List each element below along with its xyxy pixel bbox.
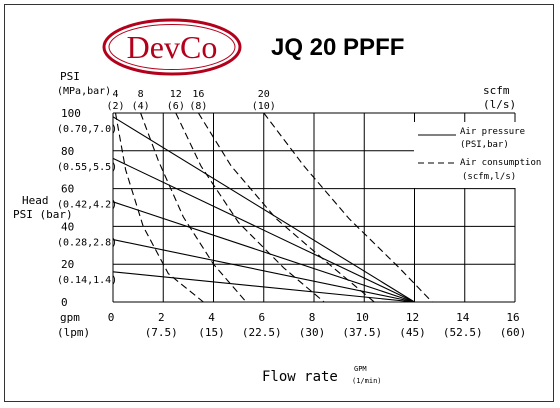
logo-text: DevCo bbox=[127, 29, 218, 65]
bottom-axis-unit-sub: (lpm) bbox=[57, 326, 90, 339]
top-tick-sublabel: (6) bbox=[167, 101, 185, 112]
x-tick-sublabel: (52.5) bbox=[443, 326, 483, 339]
head-unit-label: PSI (bar) bbox=[13, 208, 73, 221]
y-tick-sublabel: (0.42,4.2) bbox=[57, 200, 117, 211]
top-tick-sublabel: (2) bbox=[106, 101, 124, 112]
x-tick-label: 12 bbox=[406, 311, 419, 324]
y-tick-label: 20 bbox=[61, 258, 74, 271]
x-tick-label: 10 bbox=[356, 311, 369, 324]
left-axis-title: PSI bbox=[60, 70, 80, 83]
y-tick-label: 0 bbox=[61, 296, 68, 309]
y-tick-label: 60 bbox=[61, 183, 74, 196]
curves bbox=[112, 112, 433, 303]
y-tick-label: 40 bbox=[61, 220, 74, 233]
legend: Air pressure (PSI,bar) Air consumption (… bbox=[414, 122, 542, 188]
air-consumption-curve-9 bbox=[197, 112, 375, 303]
head-label: Head bbox=[22, 194, 49, 207]
chart-frame bbox=[4, 4, 554, 402]
top-tick-sublabel: (10) bbox=[252, 101, 276, 112]
y-tick-sublabel: (0.55,5.5) bbox=[57, 162, 117, 173]
x-tick-label: 4 bbox=[208, 311, 215, 324]
x-axis-title: Flow rate bbox=[262, 369, 338, 385]
x-tick-sublabel: (7.5) bbox=[145, 326, 178, 339]
air-pressure-curve-4 bbox=[112, 239, 415, 303]
logo-inner-ring bbox=[108, 24, 236, 70]
top-tick-label: 20 bbox=[258, 89, 270, 100]
y-tick-sublabel: (0.70,7.0) bbox=[57, 124, 117, 135]
devco-logo: DevCo bbox=[102, 18, 242, 76]
air-consumption-curve-7 bbox=[140, 112, 247, 303]
air-consumption-curve-8 bbox=[175, 112, 325, 303]
x-tick-sublabel: (22.5) bbox=[242, 326, 282, 339]
air-pressure-curve-2 bbox=[112, 157, 415, 303]
model-title: JQ 20 PPFF bbox=[271, 34, 404, 61]
left-axis-subtitle: (MPa,bar) bbox=[57, 86, 111, 97]
y-tick-label: 100 bbox=[61, 107, 81, 120]
y-tick-sublabel: (0.28,2.8) bbox=[57, 237, 117, 248]
top-tick-label: 4 bbox=[112, 89, 118, 100]
logo-ring bbox=[102, 18, 242, 76]
x-tick-sublabel: (60) bbox=[500, 326, 527, 339]
air-consumption-curve-6 bbox=[114, 112, 204, 303]
x-tick-label: 14 bbox=[456, 311, 470, 324]
bottom-axis-unit: gpm bbox=[60, 311, 80, 324]
x-tick-label: 8 bbox=[309, 311, 316, 324]
x-tick-sublabel: (15) bbox=[198, 326, 225, 339]
air-pressure-curve-3 bbox=[112, 201, 415, 303]
y-tick-sublabel: (0.14,1.4) bbox=[57, 275, 117, 286]
x-tick-label: 6 bbox=[258, 311, 265, 324]
top-tick-label: 8 bbox=[138, 89, 144, 100]
air-pressure-curve-5 bbox=[112, 271, 415, 303]
legend-air-pressure-unit: (PSI,bar) bbox=[460, 140, 509, 150]
air-consumption-curve-10 bbox=[263, 112, 433, 303]
x-tick-label: 16 bbox=[506, 311, 519, 324]
legend-background bbox=[414, 122, 542, 188]
legend-air-pressure-label: Air pressure bbox=[460, 127, 525, 137]
x-tick-label: 0 bbox=[108, 311, 115, 324]
tick-labels: 100(0.70,7.0)80(0.55,5.5)60(0.42,4.2)40(… bbox=[57, 89, 526, 339]
y-tick-label: 80 bbox=[61, 145, 74, 158]
top-axis-subtitle: (l/s) bbox=[483, 98, 516, 111]
top-axis-title: scfm bbox=[483, 84, 510, 97]
x-tick-sublabel: (30) bbox=[299, 326, 326, 339]
legend-air-consumption-unit: (scfm,l/s) bbox=[462, 172, 516, 182]
top-tick-label: 16 bbox=[192, 89, 204, 100]
x-axis-title-unit: GPM bbox=[354, 365, 367, 373]
top-tick-sublabel: (8) bbox=[189, 101, 207, 112]
x-axis-title-unit-sub: (1/min) bbox=[352, 377, 382, 385]
top-tick-label: 12 bbox=[170, 89, 182, 100]
legend-air-consumption-label: Air consumption bbox=[460, 158, 541, 168]
x-tick-sublabel: (37.5) bbox=[342, 326, 382, 339]
x-tick-sublabel: (45) bbox=[399, 326, 426, 339]
top-tick-sublabel: (4) bbox=[132, 101, 150, 112]
air-pressure-curve-1 bbox=[112, 116, 415, 303]
x-tick-label: 2 bbox=[158, 311, 165, 324]
